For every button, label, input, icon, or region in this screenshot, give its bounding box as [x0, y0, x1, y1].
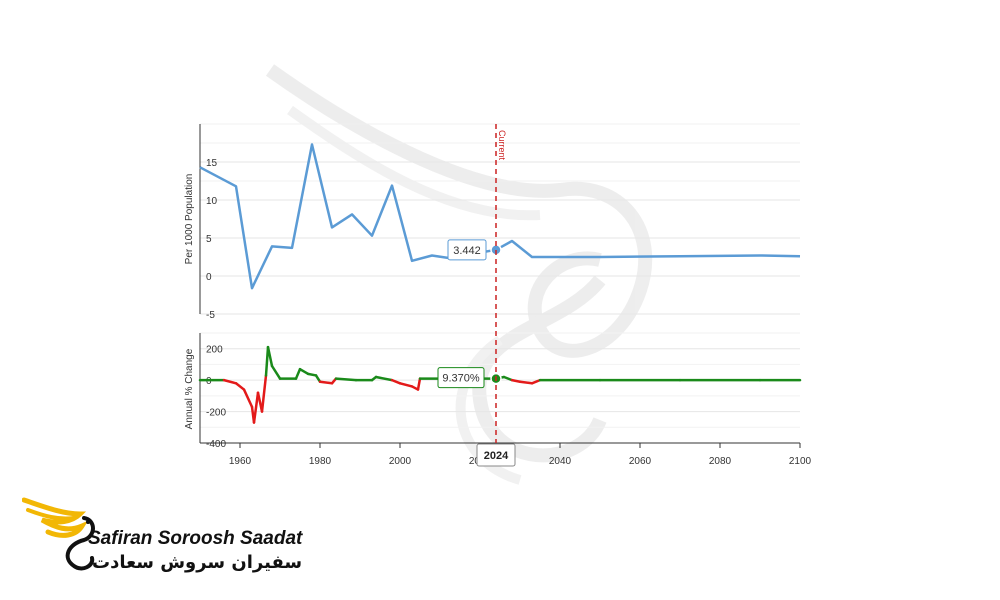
rate-y-ticks: -5 0 5 10 15: [206, 158, 218, 321]
change-series-segment: [270, 364, 282, 380]
change-tooltip-value: 9.370%: [442, 373, 480, 385]
change-series-segment: [242, 388, 254, 409]
rate-panel: -5 0 5 10 15 Per 1000 Population 3.442: [184, 123, 801, 321]
rate-y-tick-label: 10: [206, 196, 218, 207]
change-series-segment: [234, 382, 246, 391]
change-series-segment: [398, 382, 414, 388]
x-tick-label: 1980: [309, 456, 332, 467]
rate-y-tick-label: 0: [206, 272, 212, 283]
change-series-segment: [530, 378, 542, 385]
brand-name-persian: سفیران سروش سعادت: [92, 552, 303, 573]
rate-y-tick-label: 15: [206, 158, 218, 169]
rate-series: [199, 143, 801, 290]
change-tooltip: 9.370%: [437, 367, 502, 389]
change-series-segment: [390, 378, 402, 385]
current-year-marker: Current 2024: [476, 124, 516, 467]
change-y-tick-label: 0: [206, 376, 212, 387]
x-tick-label: 1960: [229, 456, 252, 467]
change-y-tick-label: 200: [206, 345, 223, 356]
change-series-segment: [502, 375, 514, 382]
change-series-segment: [334, 377, 358, 382]
rate-tooltip: 3.442: [447, 239, 502, 261]
brand-name-english: Safiran Soroosh Saadat: [88, 528, 303, 549]
rate-gridlines: [200, 123, 800, 315]
x-tick-label: 2000: [389, 456, 412, 467]
rate-y-tick-label: -5: [206, 310, 215, 321]
change-series-segment: [518, 380, 534, 385]
change-series-segment: [266, 345, 274, 368]
current-label: Current: [497, 130, 507, 161]
rate-y-axis-label: Per 1000 Population: [184, 174, 195, 265]
x-tick-label: 2040: [549, 456, 572, 467]
change-y-tick-label: -400: [206, 439, 226, 450]
rate-series-line: [199, 143, 801, 290]
brand-wing-icon: [21, 497, 95, 571]
x-tick-label: 2100: [789, 456, 812, 467]
change-series-segment: [264, 345, 270, 377]
brand-logo: [21, 492, 292, 582]
x-tick-label: 2080: [709, 456, 732, 467]
change-series-segment: [222, 378, 238, 385]
current-year-label: 2024: [484, 450, 509, 462]
change-series-segment: [318, 380, 334, 385]
change-series-segment: [510, 378, 522, 383]
change-series-segment: [374, 375, 394, 382]
change-series-segment: [260, 374, 268, 413]
change-series-segment: [252, 391, 260, 424]
change-tooltip-box: [437, 367, 485, 389]
change-series-segment: [416, 377, 422, 391]
watermark-swan-icon: [265, 64, 653, 485]
current-year-box: [476, 443, 516, 467]
rate-y-tick-label: 5: [206, 234, 212, 245]
change-y-axis-label: Annual % Change: [184, 348, 195, 429]
rate-tooltip-value: 3.442: [453, 245, 481, 257]
change-series-segment: [306, 372, 318, 377]
rate-tooltip-box: [447, 239, 487, 261]
x-tick-label: 2060: [629, 456, 652, 467]
change-y-ticks: -400 -200 0 200: [206, 345, 226, 450]
change-series-segment: [298, 367, 310, 376]
change-series-segment: [294, 367, 302, 380]
change-y-tick-label: -200: [206, 408, 226, 419]
